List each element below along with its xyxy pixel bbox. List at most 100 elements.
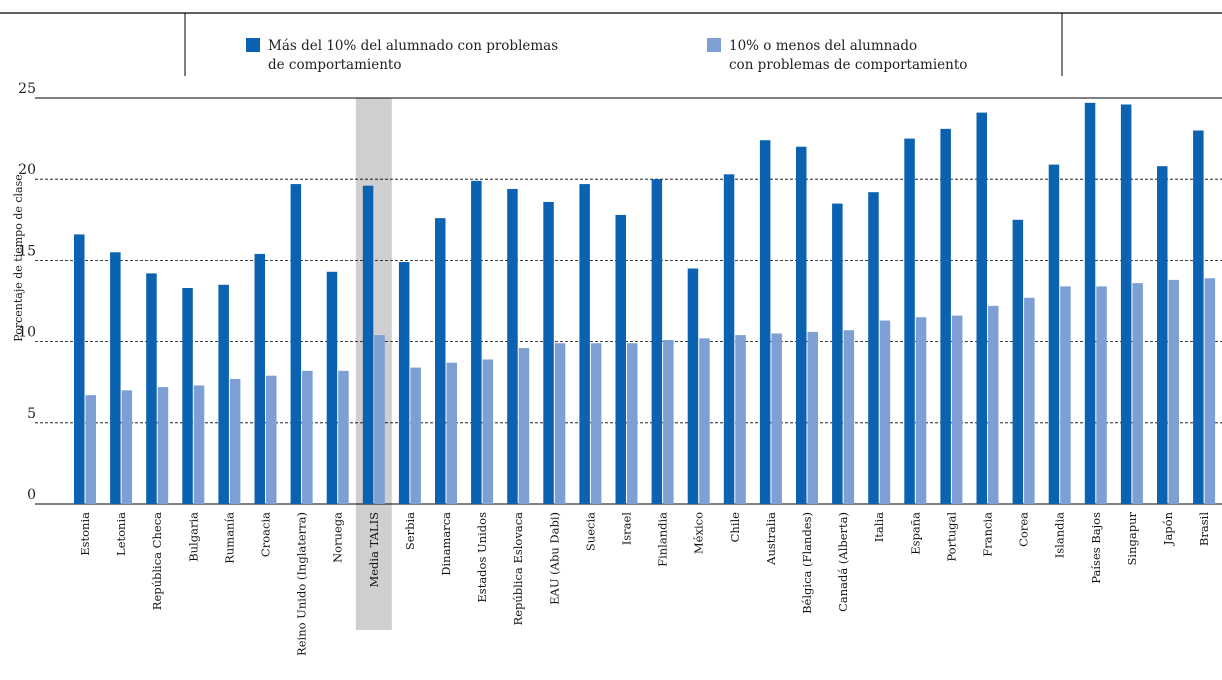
legend-label-1: de comportamiento	[268, 57, 401, 73]
x-tick-label-media-talis: Media TALIS	[367, 512, 381, 588]
x-tick-label-letonia: Letonia	[114, 512, 128, 556]
bar-mas-10-serbia	[398, 262, 410, 504]
bar-mas-10-corea	[1012, 219, 1024, 505]
bar-mas-10-rumania	[218, 284, 229, 504]
bar-10-o-menos-portugal	[951, 315, 963, 504]
x-tick-label-finlandia: Finlandia	[656, 512, 670, 567]
x-tick-label-espana: España	[908, 512, 922, 555]
bar-10-o-menos-suecia	[590, 343, 602, 504]
bar-mas-10-brasil	[1193, 130, 1204, 505]
x-tick-label-brasil: Brasil	[1197, 512, 1211, 546]
x-tick-label-italia: Italia	[872, 512, 886, 542]
bar-10-o-menos-estados-unidos	[482, 359, 494, 504]
bar-10-o-menos-corea	[1024, 297, 1035, 504]
x-tick-label-bulgaria: Bulgaria	[186, 512, 200, 562]
x-tick-label-suecia: Suecia	[583, 512, 597, 551]
legend: Más del 10% del alumnado con problemas de…	[246, 38, 967, 73]
bar-10-o-menos-singapur	[1132, 283, 1143, 504]
bar-mas-10-israel	[615, 214, 626, 505]
x-tick-label-canada-alberta: Canadá (Alberta)	[836, 512, 850, 612]
bar-10-o-menos-paises-bajos	[1096, 286, 1107, 504]
bar-10-o-menos-islandia	[1060, 286, 1071, 504]
x-tick-label-reino-unido-inglaterra: Reino Unido (Inglaterra)	[295, 512, 309, 656]
bar-mas-10-italia	[868, 192, 879, 504]
x-tick-label-paises-bajos: Países Bajos	[1089, 512, 1103, 584]
x-tick-label-israel: Israel	[620, 512, 634, 546]
bar-mas-10-croacia	[254, 253, 265, 504]
legend-swatch-1	[246, 38, 260, 52]
bar-mas-10-portugal	[940, 128, 951, 504]
x-tick-label-republica-eslovaca: República Eslovaca	[511, 512, 525, 626]
x-tick-label-islandia: Islandia	[1053, 512, 1067, 558]
bar-mas-10-estados-unidos	[471, 180, 482, 504]
x-tick-label-mexico: México	[692, 512, 706, 554]
x-tick-label-singapur: Singapur	[1125, 512, 1139, 566]
y-tick-label: 15	[18, 243, 36, 259]
bar-10-o-menos-brasil	[1204, 278, 1216, 504]
x-tick-label-estados-unidos: Estados Unidos	[475, 512, 489, 603]
x-tick-label-australia: Australia	[764, 512, 778, 566]
bar-mas-10-reino-unido-inglaterra	[290, 184, 302, 504]
x-tick-label-chile: Chile	[728, 512, 742, 543]
bar-mas-10-republica-eslovaca	[507, 188, 518, 504]
bar-mas-10-japon	[1157, 166, 1168, 504]
bar-mas-10-australia	[759, 140, 771, 504]
legend-swatch-2	[707, 38, 721, 52]
bar-mas-10-dinamarca	[435, 218, 446, 504]
x-tick-label-rumania: Rumanía	[222, 512, 236, 564]
bar-10-o-menos-rumania	[229, 378, 241, 504]
bar-10-o-menos-republica-eslovaca	[518, 348, 530, 504]
x-tick-label-corea: Corea	[1017, 512, 1031, 547]
legend-label-1: Más del 10% del alumnado con problemas	[268, 38, 558, 54]
bar-mas-10-letonia	[110, 252, 121, 504]
bar-10-o-menos-canada-alberta	[843, 330, 855, 504]
x-tick-label-republica-checa: República Checa	[150, 512, 164, 610]
bar-mas-10-francia	[976, 112, 987, 504]
y-axis-label: Porcentaje de tiempo de clase	[12, 174, 25, 342]
bar-mas-10-estonia	[74, 234, 85, 504]
x-tick-label-serbia: Serbia	[403, 512, 417, 550]
y-tick-label: 10	[18, 325, 36, 341]
x-tick-label-francia: Francia	[981, 512, 995, 557]
highlight-band-media-talis	[355, 98, 392, 630]
bar-10-o-menos-croacia	[266, 375, 277, 504]
bar-10-o-menos-mexico	[699, 338, 710, 504]
chart-frame	[0, 12, 1222, 76]
bar-10-o-menos-bulgaria	[193, 385, 205, 504]
y-tick-label: 5	[27, 406, 36, 422]
bar-mas-10-finlandia	[651, 179, 663, 504]
bar-10-o-menos-noruega	[338, 370, 349, 504]
y-tick-label: 25	[18, 81, 36, 97]
x-tick-label-japon: Japón	[1161, 511, 1175, 546]
y-tick-label: 20	[18, 162, 36, 178]
bar-mas-10-suecia	[579, 184, 590, 504]
y-tick-label: 0	[27, 487, 36, 503]
bar-10-o-menos-japon	[1168, 279, 1179, 504]
legend-label-2: 10% o menos del alumnado	[729, 38, 917, 54]
bar-10-o-menos-dinamarca	[446, 362, 457, 504]
bar-mas-10-belgica-flandes	[796, 146, 807, 504]
bar-mas-10-republica-checa	[146, 273, 157, 504]
bar-10-o-menos-eau-abu-dabi	[554, 343, 566, 504]
bar-10-o-menos-reino-unido-inglaterra	[302, 370, 313, 504]
highlight-band	[355, 98, 392, 630]
x-tick-label-dinamarca: Dinamarca	[439, 512, 453, 576]
bar-mas-10-espana	[904, 138, 915, 504]
bar-10-o-menos-estonia	[85, 395, 96, 504]
bar-10-o-menos-finlandia	[663, 339, 674, 504]
bar-10-o-menos-australia	[771, 333, 782, 504]
x-tick-label-noruega: Noruega	[331, 512, 345, 563]
bar-10-o-menos-letonia	[121, 390, 133, 504]
bar-10-o-menos-israel	[627, 343, 638, 504]
bar-10-o-menos-espana	[915, 317, 927, 504]
bar-mas-10-islandia	[1048, 164, 1060, 505]
x-tick-label-croacia: Croacia	[259, 512, 273, 557]
bar-10-o-menos-serbia	[410, 367, 421, 504]
bar-mas-10-noruega	[326, 271, 338, 504]
bar-mas-10-media-talis	[362, 185, 374, 505]
bars	[74, 102, 1216, 505]
bar-mas-10-canada-alberta	[832, 203, 843, 504]
bar-10-o-menos-italia	[879, 320, 891, 504]
x-tick-label-belgica-flandes: Bélgica (Flandes)	[800, 512, 814, 614]
